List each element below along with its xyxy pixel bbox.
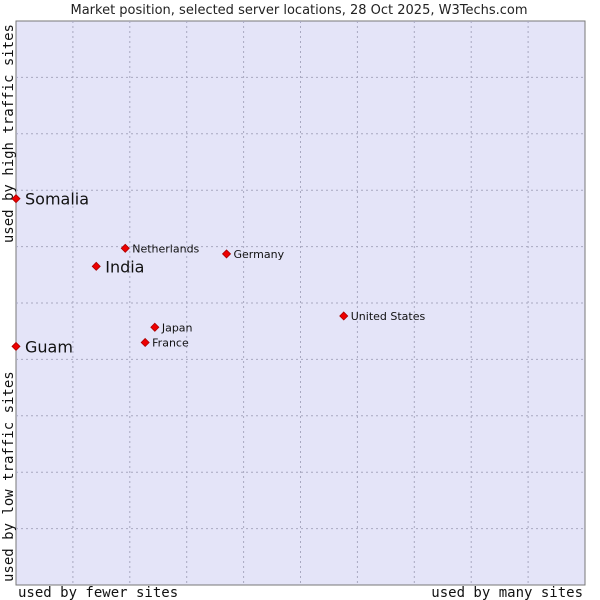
point-label-netherlands: Netherlands: [132, 242, 199, 255]
point-label-india: India: [105, 257, 144, 276]
point-germany: [221, 249, 232, 259]
point-india: [91, 261, 101, 271]
y-axis-label-top: used by high traffic sites: [1, 24, 17, 243]
point-netherlands: [120, 243, 130, 253]
point-label-somalia: Somalia: [25, 190, 89, 209]
point-guam: [11, 341, 21, 351]
grid-lines: [16, 21, 585, 585]
x-axis-label-left: used by fewer sites: [18, 585, 178, 600]
point-label-germany: Germany: [234, 248, 285, 261]
point-label-france: France: [152, 336, 189, 349]
chart-title: Market position, selected server locatio…: [70, 3, 527, 18]
point-united-states: [339, 311, 349, 321]
y-axis-label-bottom: used by low traffic sites: [1, 371, 17, 582]
point-label-japan: Japan: [161, 321, 193, 334]
x-axis-label-right: used by many sites: [431, 585, 583, 600]
point-label-guam: Guam: [25, 337, 73, 356]
point-somalia: [11, 194, 21, 204]
point-label-united-states: United States: [351, 310, 426, 323]
point-france: [140, 337, 150, 348]
point-japan: [150, 322, 160, 332]
data-points: Somalia Netherlands Germany India United Sta…: [11, 190, 426, 356]
